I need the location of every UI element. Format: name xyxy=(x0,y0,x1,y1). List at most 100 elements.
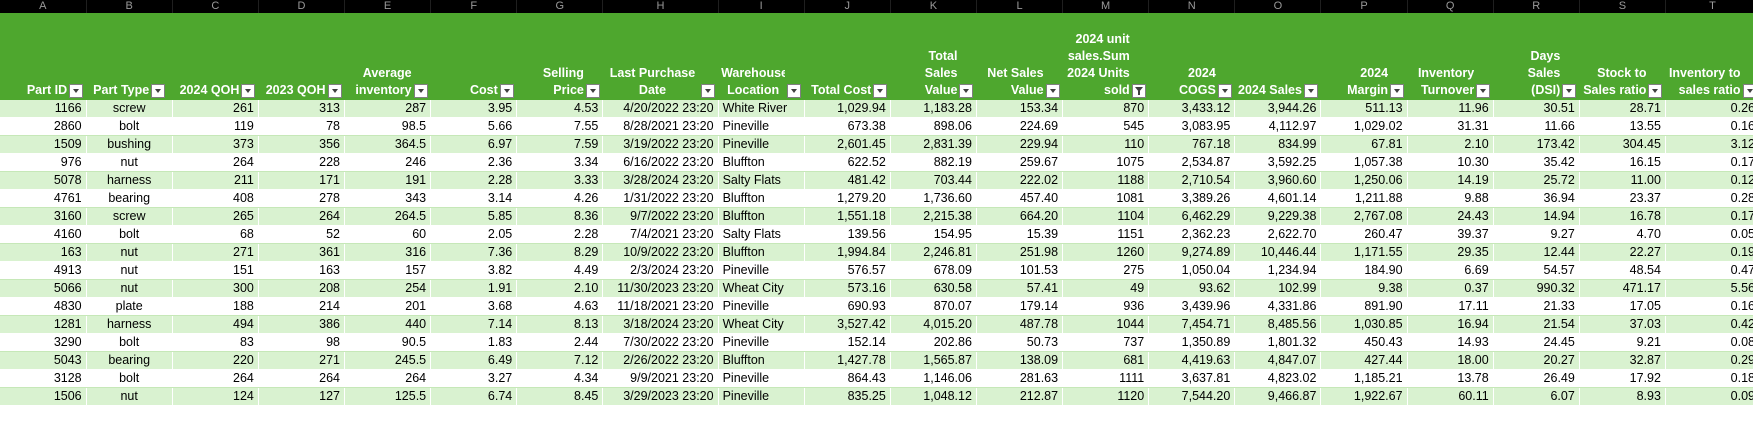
table-cell[interactable]: Salty Flats xyxy=(718,171,805,191)
table-cell[interactable]: 0.17 xyxy=(1665,153,1753,173)
column-letter-r[interactable]: R xyxy=(1493,0,1580,13)
table-cell[interactable]: 139.56 xyxy=(804,225,891,245)
table-cell[interactable]: 68 xyxy=(172,225,259,245)
filter-dropdown-icon[interactable] xyxy=(1303,84,1318,98)
table-cell[interactable]: nut xyxy=(86,387,173,407)
filter-dropdown-icon[interactable] xyxy=(1390,84,1405,98)
filter-dropdown-icon[interactable] xyxy=(1476,84,1491,98)
table-cell[interactable]: 11.66 xyxy=(1493,117,1580,137)
table-cell[interactable]: 4.49 xyxy=(516,261,604,281)
table-cell[interactable]: 767.18 xyxy=(1148,135,1236,155)
table-cell[interactable]: 2.36 xyxy=(430,153,518,173)
table-cell[interactable]: 154.95 xyxy=(890,225,977,245)
table-cell[interactable]: 9,274.89 xyxy=(1148,243,1236,263)
table-cell[interactable]: Pineville xyxy=(718,297,805,317)
table-cell[interactable]: 16.78 xyxy=(1579,207,1666,227)
table-cell[interactable]: 427.44 xyxy=(1320,351,1408,371)
table-cell[interactable]: 5.56 xyxy=(1665,279,1753,299)
table-cell[interactable]: harness xyxy=(86,171,173,191)
table-cell[interactable]: 2,362.23 xyxy=(1148,225,1236,245)
table-row[interactable]: 163 nut 271 361 316 7.36 8.29 10/9/2022 23:20 Bl… xyxy=(0,243,1753,263)
table-cell[interactable]: 5.66 xyxy=(430,117,518,137)
table-cell[interactable]: 678.09 xyxy=(890,261,977,281)
table-cell[interactable]: 1,029.02 xyxy=(1320,117,1408,137)
table-cell[interactable]: 5043 xyxy=(0,351,87,371)
header-cell[interactable]: Last Purchase Date xyxy=(602,13,719,100)
table-cell[interactable]: 36.94 xyxy=(1493,189,1580,209)
table-cell[interactable]: 10,446.44 xyxy=(1234,243,1322,263)
table-cell[interactable]: 316 xyxy=(344,243,432,263)
header-cell[interactable]: Cost xyxy=(430,13,517,100)
table-cell[interactable]: 60.11 xyxy=(1407,387,1494,407)
table-cell[interactable]: 1120 xyxy=(1062,387,1150,407)
column-letter-a[interactable]: A xyxy=(0,0,87,13)
table-cell[interactable]: 6.07 xyxy=(1493,387,1580,407)
table-cell[interactable]: 0.42 xyxy=(1665,315,1753,335)
column-letter-b[interactable]: B xyxy=(86,0,173,13)
header-cell[interactable]: Average inventory xyxy=(344,13,431,100)
table-cell[interactable]: 1111 xyxy=(1062,369,1150,389)
table-cell[interactable]: Wheat City xyxy=(718,279,805,299)
table-cell[interactable]: 23.37 xyxy=(1579,189,1666,209)
table-cell[interactable]: 3,637.81 xyxy=(1148,369,1236,389)
table-cell[interactable]: bolt xyxy=(86,333,173,353)
table-cell[interactable]: 32.87 xyxy=(1579,351,1666,371)
table-cell[interactable]: 1,029.94 xyxy=(804,100,891,119)
column-letter-q[interactable]: Q xyxy=(1407,0,1494,13)
table-cell[interactable]: 7/30/2022 23:20 xyxy=(602,333,719,353)
table-cell[interactable]: Bluffton xyxy=(718,189,805,209)
table-cell[interactable]: 690.93 xyxy=(804,297,891,317)
table-cell[interactable]: 2,622.70 xyxy=(1234,225,1322,245)
table-cell[interactable]: 214 xyxy=(258,297,346,317)
table-cell[interactable]: 864.43 xyxy=(804,369,891,389)
table-cell[interactable]: 4.63 xyxy=(516,297,604,317)
header-cell[interactable]: Days Sales (DSI) xyxy=(1493,13,1580,100)
table-cell[interactable]: 6,462.29 xyxy=(1148,207,1236,227)
table-cell[interactable]: 386 xyxy=(258,315,346,335)
table-cell[interactable]: 737 xyxy=(1062,333,1150,353)
column-letter-m[interactable]: M xyxy=(1062,0,1150,13)
filter-dropdown-icon[interactable] xyxy=(1217,84,1232,98)
filter-dropdown-icon[interactable] xyxy=(1742,84,1753,98)
table-cell[interactable]: plate xyxy=(86,297,173,317)
table-cell[interactable]: 6.97 xyxy=(430,135,518,155)
table-cell[interactable]: 1,801.32 xyxy=(1234,333,1322,353)
table-row[interactable]: 2860 bolt 119 78 98.5 5.66 7.55 8/28/2021 23:20… xyxy=(0,117,1753,137)
table-cell[interactable]: screw xyxy=(86,207,173,227)
table-cell[interactable]: 2,710.54 xyxy=(1148,171,1236,191)
table-cell[interactable]: 1,146.06 xyxy=(890,369,977,389)
table-cell[interactable]: 15.39 xyxy=(976,225,1064,245)
table-cell[interactable]: 21.33 xyxy=(1493,297,1580,317)
table-cell[interactable]: 25.72 xyxy=(1493,171,1580,191)
table-cell[interactable]: 264.5 xyxy=(344,207,432,227)
table-cell[interactable]: 21.54 xyxy=(1493,315,1580,335)
table-cell[interactable]: 3.82 xyxy=(430,261,518,281)
table-cell[interactable]: 1104 xyxy=(1062,207,1150,227)
table-cell[interactable]: 622.52 xyxy=(804,153,891,173)
table-cell[interactable]: 2,601.45 xyxy=(804,135,891,155)
table-cell[interactable]: 2,767.08 xyxy=(1320,207,1408,227)
filter-dropdown-icon[interactable] xyxy=(585,84,600,98)
table-cell[interactable]: 201 xyxy=(344,297,432,317)
table-cell[interactable]: Bluffton xyxy=(718,351,805,371)
header-cell[interactable]: Stock to Sales ratio xyxy=(1579,13,1666,100)
table-cell[interactable]: 364.5 xyxy=(344,135,432,155)
table-cell[interactable]: 1044 xyxy=(1062,315,1150,335)
table-cell[interactable]: 18.00 xyxy=(1407,351,1494,371)
table-cell[interactable]: bolt xyxy=(86,225,173,245)
table-cell[interactable]: 7.59 xyxy=(516,135,604,155)
table-cell[interactable]: Pineville xyxy=(718,261,805,281)
table-cell[interactable]: 976 xyxy=(0,153,87,173)
table-cell[interactable]: 898.06 xyxy=(890,117,977,137)
table-cell[interactable]: 12.44 xyxy=(1493,243,1580,263)
table-cell[interactable]: 6.74 xyxy=(430,387,518,407)
table-cell[interactable]: 3128 xyxy=(0,369,87,389)
table-cell[interactable]: 300 xyxy=(172,279,259,299)
table-cell[interactable]: 1,234.94 xyxy=(1234,261,1322,281)
table-cell[interactable]: 1,171.55 xyxy=(1320,243,1408,263)
table-cell[interactable]: 153.34 xyxy=(976,100,1064,119)
table-cell[interactable]: 26.49 xyxy=(1493,369,1580,389)
table-cell[interactable]: 54.57 xyxy=(1493,261,1580,281)
table-cell[interactable]: 211 xyxy=(172,171,259,191)
table-cell[interactable]: 0.08 xyxy=(1665,333,1753,353)
